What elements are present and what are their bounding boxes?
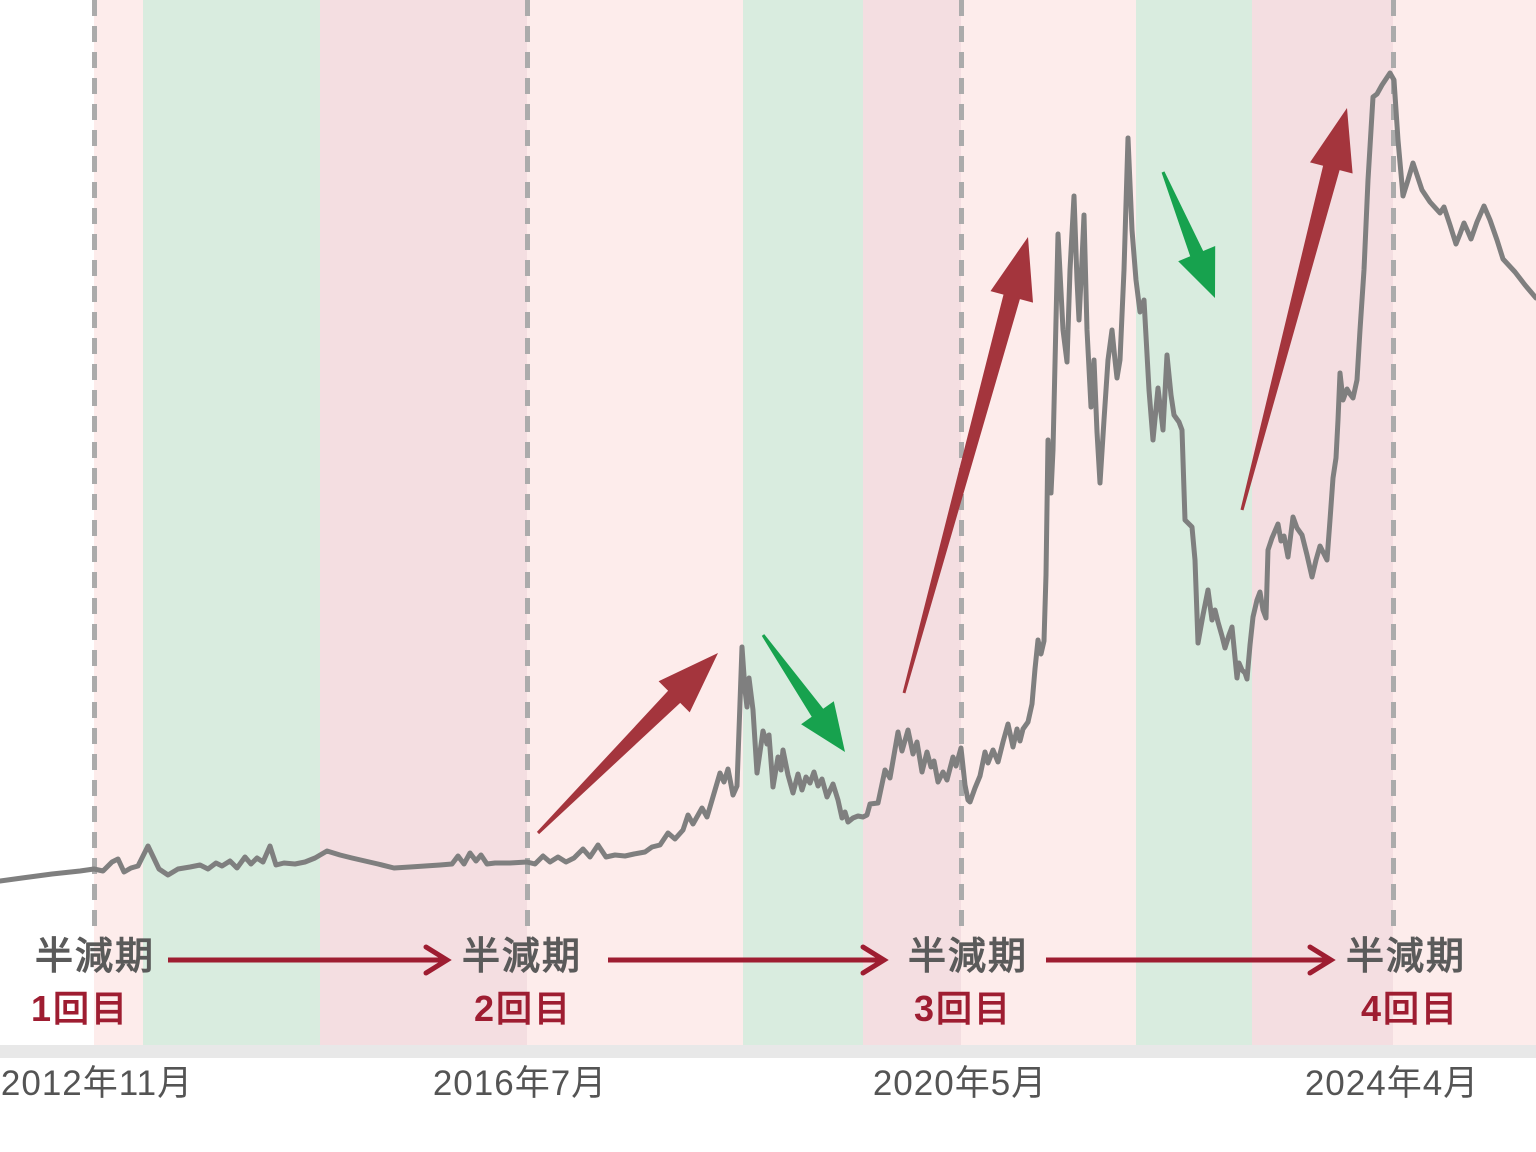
timeline-arrow-2 bbox=[608, 944, 889, 976]
halving-count-label-1: 1回目 bbox=[30, 988, 130, 1029]
trend-arrow-up-5 bbox=[1240, 108, 1353, 511]
market-phase-band-6 bbox=[863, 0, 961, 1045]
halving-count-label-2: 2回目 bbox=[473, 988, 573, 1029]
market-phase-band-4 bbox=[527, 0, 743, 1045]
trend-arrow-up-3 bbox=[902, 237, 1033, 694]
timeline-arrow-1 bbox=[168, 944, 452, 976]
halving-count-label-3: 3回目 bbox=[913, 988, 1013, 1029]
date-label-2: 2016年7月 bbox=[432, 1064, 608, 1103]
halving-label-2: 半減期 bbox=[461, 936, 583, 978]
timeline-arrow-3 bbox=[1046, 944, 1336, 976]
halving-label-4: 半減期 bbox=[1345, 936, 1467, 978]
trend-arrow-up-1 bbox=[536, 653, 718, 835]
halving-line-1 bbox=[92, 0, 97, 930]
halving-count-label-4: 4回目 bbox=[1360, 988, 1460, 1029]
baseline-strip bbox=[0, 1045, 1536, 1058]
halving-label-1: 半減期 bbox=[34, 936, 156, 978]
date-label-4: 2024年4月 bbox=[1304, 1064, 1480, 1103]
date-label-3: 2020年5月 bbox=[872, 1064, 1048, 1103]
price-line bbox=[0, 70, 1536, 884]
trend-arrow-down-4 bbox=[1161, 171, 1216, 298]
market-phase-band-3 bbox=[320, 0, 527, 1045]
halving-line-2 bbox=[525, 0, 530, 930]
trend-arrow-down-2 bbox=[761, 634, 845, 752]
halving-label-3: 半減期 bbox=[907, 936, 1029, 978]
date-label-1: 2012年11月 bbox=[0, 1064, 194, 1103]
market-phase-band-8 bbox=[1136, 0, 1252, 1045]
halving-line-4 bbox=[1391, 0, 1396, 930]
market-phase-band-5 bbox=[743, 0, 863, 1045]
